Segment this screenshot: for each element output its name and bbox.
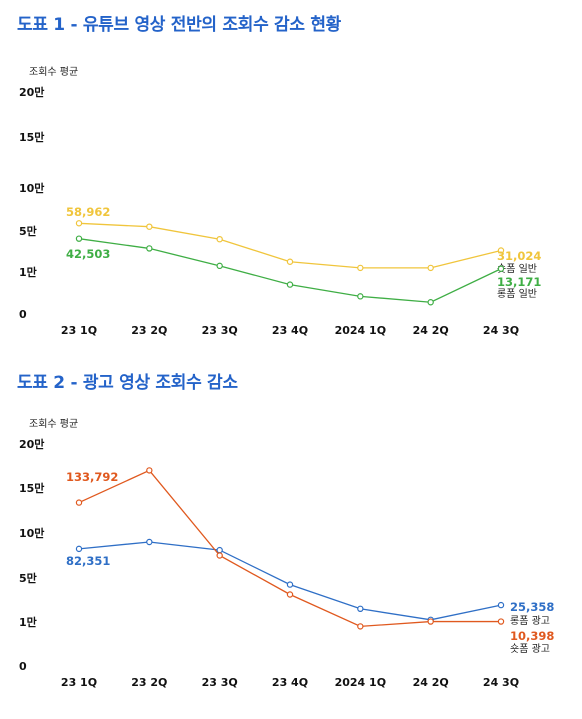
chart2-data-label: 10,398 — [510, 629, 554, 643]
chart2-series-name: 숏폼 광고 — [510, 643, 550, 655]
chart2-point — [497, 601, 505, 609]
chart2-ytick: 20만 — [19, 437, 44, 451]
chart2-ytick: 0 — [19, 660, 27, 673]
chart2-ytick: 1만 — [19, 615, 37, 629]
chart1-point — [286, 281, 294, 288]
chart1-data-label: 31,024 — [497, 249, 541, 263]
chart1-point — [497, 265, 505, 272]
chart1-title: 도표 1 - 유튜브 영상 전반의 조회수 감소 현황 — [17, 15, 342, 35]
chart2-xtick: 24 3Q — [483, 676, 519, 689]
chart1-xtick: 23 4Q — [272, 324, 308, 337]
chart2-xtick: 2024 1Q — [335, 676, 386, 689]
chart1-point — [75, 235, 83, 242]
chart1-ytick: 0 — [19, 308, 27, 321]
chart1-data-label: 42,503 — [66, 247, 110, 261]
chart1-xtick: 23 2Q — [131, 324, 167, 337]
chart2-point — [75, 499, 83, 506]
chart2-data-label: 25,358 — [510, 600, 554, 614]
chart1-point — [146, 223, 153, 230]
chart1-xtick: 23 3Q — [202, 324, 238, 337]
chart1-point — [146, 245, 153, 252]
chart1-ytick: 10만 — [19, 181, 44, 195]
chart2-point — [146, 467, 153, 474]
chart2-ytick: 10만 — [19, 526, 44, 540]
chart2-point — [357, 623, 364, 630]
chart1-point — [75, 220, 83, 227]
chart2-point — [497, 618, 505, 625]
chart1-ytick: 20만 — [19, 85, 44, 99]
chart1-ytick: 1만 — [19, 265, 37, 279]
chart2-point — [357, 605, 364, 613]
chart1-xtick: 24 2Q — [413, 324, 449, 337]
chart1-point — [286, 258, 294, 265]
chart2-title: 도표 2 - 광고 영상 조회수 감소 — [17, 373, 238, 393]
chart1-ytick: 15만 — [19, 130, 44, 144]
chart2-series-line — [78, 541, 502, 621]
chart2-ytick: 5만 — [19, 571, 37, 585]
chart1-data-label: 13,171 — [497, 275, 541, 289]
chart2-series-line — [78, 469, 501, 628]
chart2-point — [286, 591, 294, 598]
chart2-point — [146, 538, 153, 546]
chart1-svg: 조회수 평균 0 1만 5만 10만 15만 20만 23 1Q 23 2Q 23 3Q 23 4Q… — [19, 66, 541, 337]
chart1-point — [357, 293, 364, 300]
chart1-point — [216, 235, 223, 243]
chart2-point — [216, 546, 223, 554]
chart2-data-label: 133,792 — [66, 470, 118, 484]
chart1-point — [216, 262, 223, 270]
chart2-point — [216, 552, 223, 559]
chart2-xtick: 23 3Q — [202, 676, 238, 689]
chart2-point — [286, 581, 294, 588]
chart1-xtick: 23 1Q — [61, 324, 97, 337]
chart2-xtick: 23 1Q — [61, 676, 97, 689]
chart1-point — [427, 299, 434, 306]
chart1-xtick: 24 3Q — [483, 324, 519, 337]
chart1-point — [497, 247, 505, 254]
chart2-ylabel: 조회수 평균 — [29, 418, 78, 430]
chart1-point — [357, 264, 364, 272]
chart2-data-label: 82,351 — [66, 554, 110, 568]
chart2-xtick: 23 4Q — [272, 676, 308, 689]
chart2-ytick: 15만 — [19, 481, 44, 495]
chart1-ylabel: 조회수 평균 — [29, 66, 78, 78]
chart1-series-name: 롱폼 일반 — [497, 288, 537, 300]
chart1-series-name: 숏폼 일반 — [497, 263, 537, 275]
chart1-ytick: 5만 — [19, 224, 37, 238]
chart2-xtick: 24 2Q — [413, 676, 449, 689]
chart2-point — [75, 545, 83, 553]
chart2-xtick: 23 2Q — [131, 676, 167, 689]
chart2-series-name: 롱폼 광고 — [510, 615, 550, 627]
chart1-data-label: 58,962 — [66, 205, 110, 219]
chart2-point — [427, 618, 434, 625]
chart1-xtick: 2024 1Q — [335, 324, 386, 337]
chart1-point — [427, 264, 434, 272]
